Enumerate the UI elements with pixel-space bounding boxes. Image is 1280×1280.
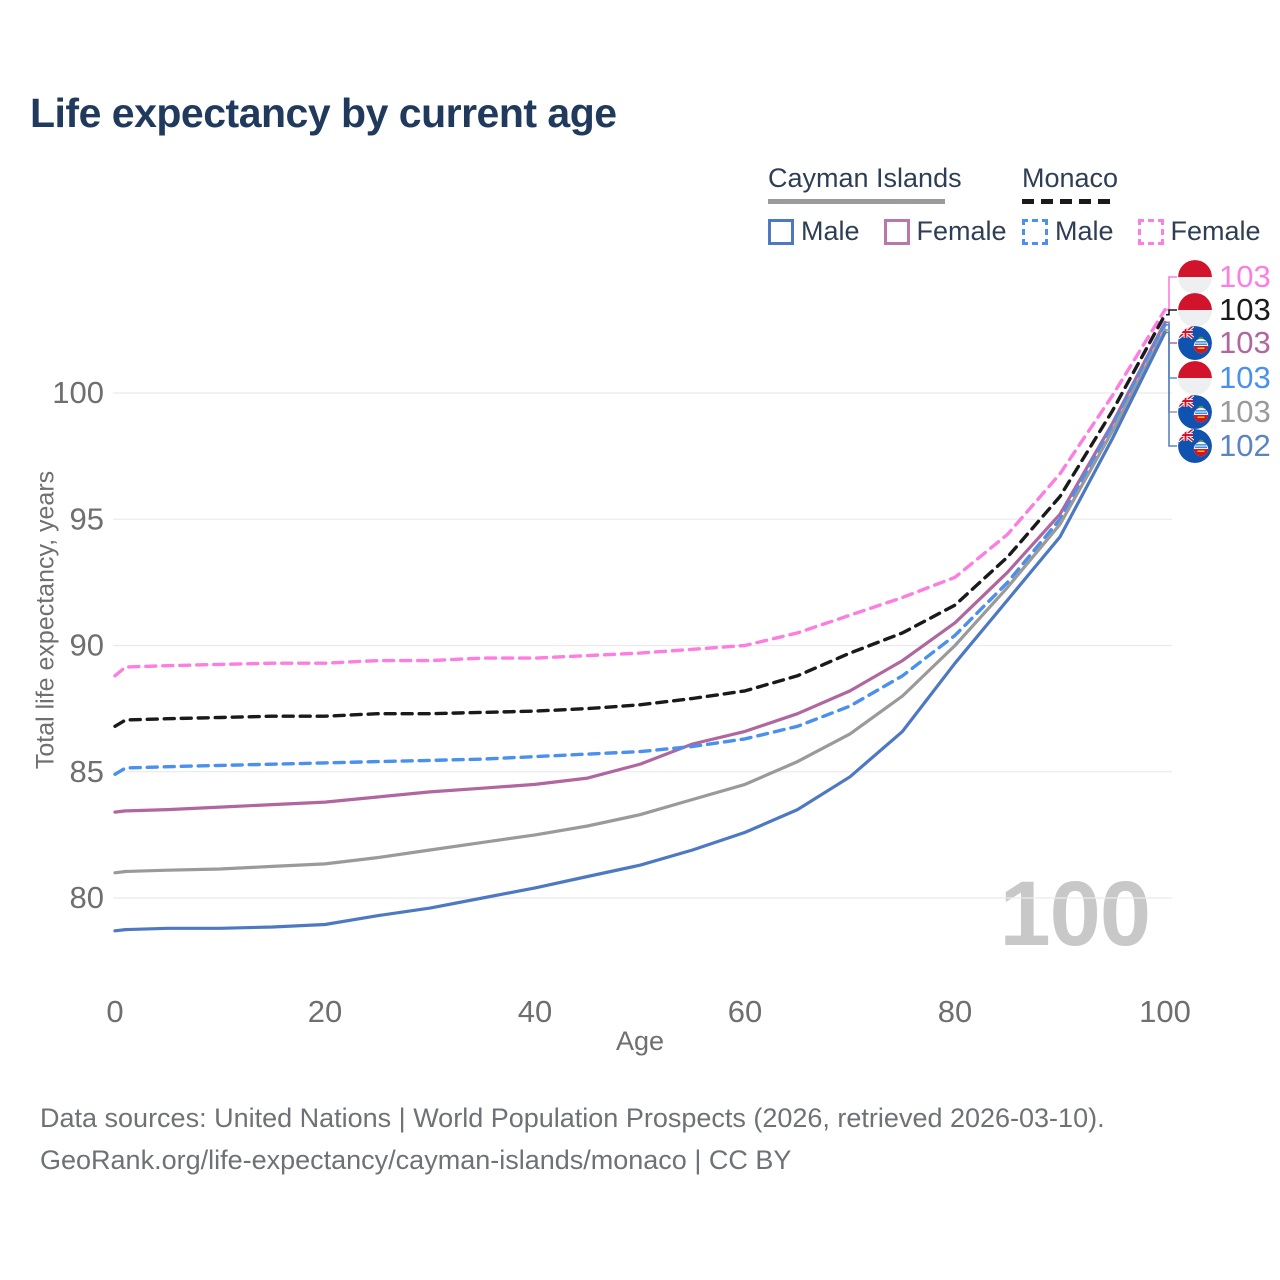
cayman-islands-female-checkbox[interactable] <box>883 218 910 245</box>
x-tick-label: 60 <box>728 994 762 1029</box>
end-label-leader-monaco-female <box>1166 276 1177 311</box>
legend-group-monaco: Monaco Male Female <box>1022 163 1261 247</box>
y-tick-label: 90 <box>70 628 104 663</box>
x-tick-label: 0 <box>106 994 123 1029</box>
series-line-monaco-female[interactable] <box>113 308 1167 678</box>
y-tick-label: 95 <box>70 501 104 536</box>
end-label-monaco-male: 103 <box>1178 361 1271 395</box>
y-axis-title: Total life expectancy, years <box>31 470 60 770</box>
end-label-cayman-female: 103 <box>1178 326 1271 360</box>
y-tick-label: 85 <box>70 754 104 789</box>
footer-attribution-link: GeoRank.org/life-expectancy/cayman-islan… <box>40 1145 792 1175</box>
x-tick-label: 100 <box>1139 994 1191 1029</box>
x-tick-label: 40 <box>518 994 552 1029</box>
end-label-cayman-male: 102 <box>1178 429 1271 463</box>
end-label-value-monaco-female: 103 <box>1219 259 1271 294</box>
x-tick-label: 20 <box>308 994 342 1029</box>
end-label-value-cayman-male: 102 <box>1219 428 1271 463</box>
y-tick-label: 100 <box>52 375 104 410</box>
monaco-flag-icon <box>1178 361 1212 395</box>
monaco-flag-icon <box>1178 293 1212 327</box>
monaco-line-sample <box>1022 199 1114 204</box>
series-line-monaco-male[interactable] <box>113 323 1167 776</box>
age-frame-watermark: 100 <box>999 863 1151 965</box>
end-label-monaco-female: 103 <box>1178 260 1271 294</box>
legend-label-cayman-female: Female <box>916 216 1007 246</box>
monaco-female-checkbox[interactable] <box>1137 218 1164 245</box>
x-axis-title: Age <box>615 1026 665 1056</box>
legend-group-title-cayman-islands: Cayman Islands <box>768 163 962 193</box>
end-label-cayman-both: 103 <box>1178 395 1271 429</box>
cayman-islands-flag-icon <box>1178 326 1212 360</box>
legend-group-title-monaco: Monaco <box>1022 163 1119 193</box>
end-label-value-monaco-male: 103 <box>1219 360 1271 395</box>
cayman-islands-male-checkbox[interactable] <box>768 218 794 245</box>
legend-label-monaco-male: Male <box>1055 216 1114 246</box>
cayman-islands-flag-icon <box>1178 395 1212 429</box>
cayman-islands-line-sample <box>768 199 945 204</box>
end-label-value-monaco-both: 103 <box>1219 292 1271 327</box>
end-label-value-cayman-female: 103 <box>1219 325 1271 360</box>
end-label-leader-monaco-both <box>1166 309 1177 316</box>
series-line-cayman-male[interactable] <box>113 330 1167 933</box>
monaco-flag-icon <box>1178 260 1212 294</box>
y-tick-label: 80 <box>70 880 104 915</box>
x-tick-label: 80 <box>938 994 972 1029</box>
series-line-cayman-female[interactable] <box>113 320 1167 814</box>
legend-group-cayman-islands: Cayman Islands Male Female <box>768 163 1007 247</box>
monaco-male-checkbox[interactable] <box>1022 218 1048 245</box>
series-line-cayman-both[interactable] <box>113 328 1167 875</box>
cayman-islands-flag-icon <box>1178 429 1212 463</box>
legend-label-cayman-male: Male <box>801 216 860 246</box>
end-label-value-cayman-both: 103 <box>1219 394 1271 429</box>
page-title: Life expectancy by current age <box>30 90 617 136</box>
footer-data-sources: Data sources: United Nations | World Pop… <box>40 1103 1105 1133</box>
end-label-leader-cayman-male <box>1166 331 1177 447</box>
series-line-monaco-both[interactable] <box>113 313 1167 728</box>
legend-label-monaco-female: Female <box>1170 216 1261 246</box>
end-label-monaco-both: 103 <box>1178 293 1271 327</box>
